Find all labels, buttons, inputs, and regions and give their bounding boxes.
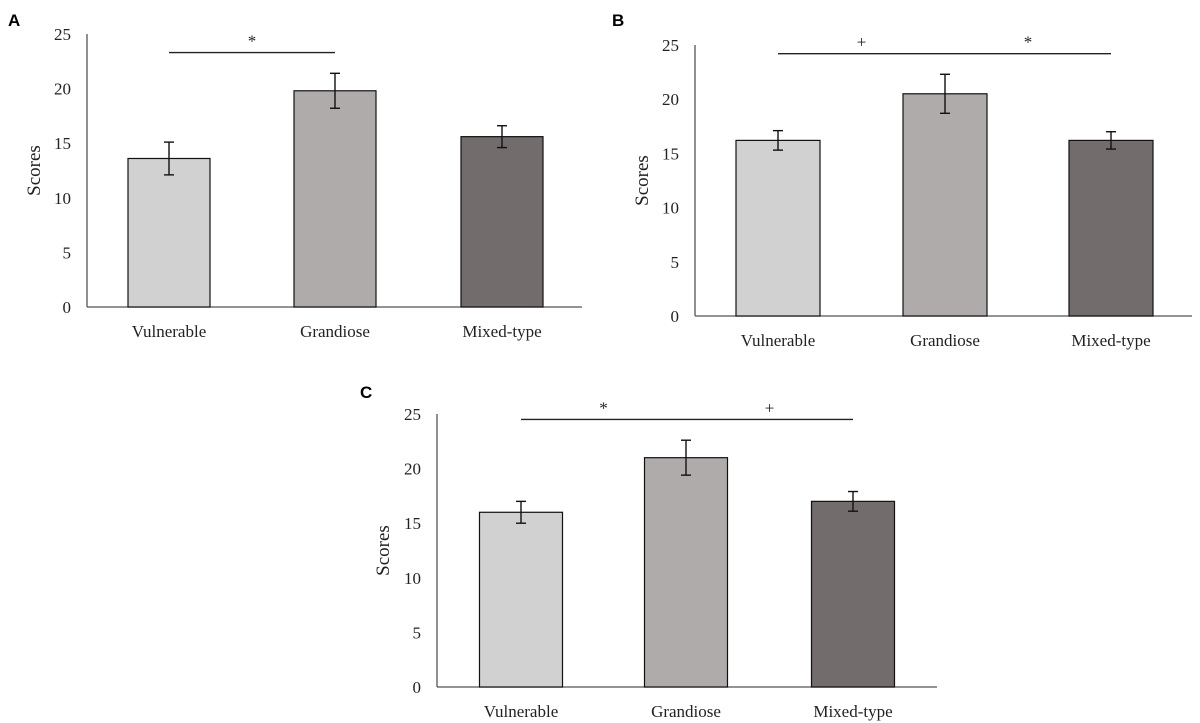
panel-label: B [612,11,624,30]
x-tick-label: Mixed-type [1071,331,1150,350]
panel-label: A [8,11,20,30]
y-tick-label: 10 [54,189,71,208]
bar-mixed-type [810,500,896,688]
y-axis-label: Scores [632,155,653,206]
bar-grandiose [902,93,988,317]
significance-marker: + [765,398,775,417]
significance-marker: + [857,33,867,52]
bar-vulnerable [478,511,564,688]
y-tick-label: 20 [404,460,421,479]
significance-marker: * [1024,33,1033,52]
x-tick-label: Grandiose [910,331,980,350]
significance-marker: * [248,32,257,51]
y-tick-label: 0 [63,298,72,317]
bar-mixed-type [1068,139,1154,317]
x-tick-label: Grandiose [300,322,370,341]
y-tick-label: 10 [404,569,421,588]
bar-mixed-type [460,136,544,308]
y-tick-label: 0 [671,307,680,326]
y-tick-label: 5 [63,243,72,262]
x-tick-label: Vulnerable [741,331,816,350]
y-tick-label: 25 [404,405,421,424]
x-tick-label: Grandiose [651,702,721,721]
y-tick-label: 5 [413,623,422,642]
x-tick-label: Mixed-type [813,702,892,721]
x-tick-label: Vulnerable [484,702,559,721]
x-tick-label: Vulnerable [132,322,207,341]
y-tick-label: 20 [54,80,71,99]
panel-label: C [360,383,372,402]
bar-grandiose [293,90,377,308]
y-tick-label: 0 [413,678,422,697]
y-axis-label: Scores [24,145,45,196]
y-tick-label: 15 [662,144,679,163]
y-tick-label: 15 [54,134,71,153]
x-tick-label: Mixed-type [462,322,541,341]
panel-c: C 0 5 10 15 20 25 Scores Vulnerable Grandiose Mixe… [360,383,937,721]
y-axis-label: Scores [373,525,394,576]
y-tick-label: 20 [662,90,679,109]
y-tick-label: 5 [671,253,680,272]
panel-b: B 0 5 10 15 20 25 Scores Vulnerable Grandiose Mixe… [612,11,1192,350]
bar-vulnerable [735,139,821,317]
bar-grandiose [643,457,729,688]
bar-vulnerable [127,157,211,308]
y-tick-label: 15 [404,514,421,533]
panel-a: A 0 5 10 15 20 25 Scores Vulnerable Grandiose Mixe… [8,11,582,341]
significance-marker: * [599,398,608,417]
y-tick-label: 25 [662,36,679,55]
y-tick-label: 25 [54,25,71,44]
y-tick-label: 10 [662,199,679,218]
